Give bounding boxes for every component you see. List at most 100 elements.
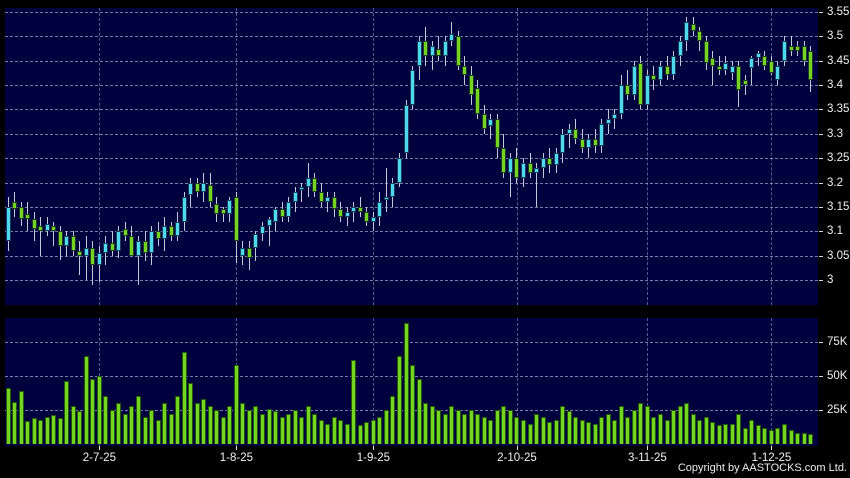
price-tick-label: 3.55 [827, 6, 850, 18]
volume-bar [38, 419, 44, 444]
candle [312, 177, 318, 193]
volume-bar [194, 403, 200, 444]
volume-bar [331, 416, 337, 444]
candle-wick [53, 221, 55, 246]
volume-bar [605, 414, 611, 444]
candle-wick [614, 109, 616, 129]
volume-bar [312, 414, 318, 444]
candle [31, 219, 37, 229]
volume-bar [618, 405, 624, 444]
volume-bar [651, 416, 657, 444]
candle-wick [431, 41, 433, 71]
volume-bar [51, 415, 57, 444]
candle [579, 138, 585, 149]
candle [416, 41, 422, 66]
candle [136, 241, 141, 256]
candle [266, 219, 272, 227]
candle [103, 243, 109, 254]
candle [573, 128, 579, 139]
candle [331, 197, 337, 210]
volume-bar [514, 416, 520, 444]
date-tick-mark [99, 446, 101, 450]
candle [644, 75, 650, 105]
candle [162, 226, 168, 239]
month-gridline [516, 8, 518, 305]
volume-bar [70, 405, 76, 444]
candle-wick [301, 182, 303, 203]
candle [716, 65, 722, 71]
volume-bar [240, 403, 246, 444]
candle [788, 46, 794, 51]
volume-bar [723, 423, 729, 444]
volume-chart-panel[interactable] [5, 318, 818, 446]
price-tick-mark [819, 85, 823, 87]
candle [383, 197, 389, 200]
candle [240, 248, 246, 256]
price-tick-label: 3 [827, 274, 834, 286]
volume-bar [625, 416, 631, 444]
candle [781, 41, 787, 61]
volume-bar [207, 405, 213, 444]
candle [423, 41, 429, 56]
volume-bar [390, 396, 396, 444]
candle [12, 202, 18, 210]
candle [436, 48, 442, 56]
candle-wick [346, 206, 348, 227]
date-label: 2-10-25 [497, 452, 537, 464]
volume-bar [188, 382, 194, 444]
volume-bar [690, 414, 696, 444]
price-tick-mark [819, 133, 823, 135]
volume-bar [664, 419, 670, 444]
candle [253, 233, 259, 249]
candle [246, 248, 252, 259]
volume-bar [57, 418, 63, 444]
price-tick-label: 3.25 [827, 152, 850, 165]
volume-bar [573, 416, 579, 444]
volume-bar [553, 419, 559, 444]
volume-bar [592, 423, 598, 444]
volume-bar [808, 434, 814, 444]
volume-bar [736, 414, 742, 444]
candle [259, 226, 265, 234]
volume-bar [768, 430, 774, 444]
price-chart-panel[interactable] [5, 8, 818, 305]
volume-bar [416, 378, 422, 444]
volume-bar [18, 390, 24, 444]
month-gridline [373, 8, 375, 305]
candle-wick [222, 206, 224, 222]
volume-bar [77, 411, 83, 444]
candle [370, 216, 376, 222]
price-tick-mark [819, 255, 823, 257]
candle [299, 187, 305, 190]
candle-wick [744, 75, 746, 95]
candle [612, 114, 618, 120]
candle [527, 163, 533, 173]
candle-wick [327, 192, 329, 212]
candle [286, 202, 292, 217]
volume-bar [462, 414, 468, 444]
candle [90, 248, 96, 266]
candle [749, 58, 755, 69]
volume-bar [364, 422, 370, 444]
volume-bar [527, 423, 533, 444]
candle-wick [718, 55, 720, 76]
candle [318, 192, 324, 203]
volume-bar [475, 414, 481, 444]
candle [697, 31, 703, 42]
price-tick-mark [819, 158, 823, 160]
volume-bar [455, 410, 461, 444]
volume-tick-label: 75K [827, 336, 848, 348]
candle [227, 199, 233, 215]
month-gridline [771, 8, 773, 305]
candle [64, 236, 70, 246]
candle [397, 158, 402, 183]
price-gridline [5, 109, 818, 111]
volume-bar [749, 419, 755, 444]
candle-wick [40, 216, 42, 256]
volume-bar [631, 410, 637, 444]
month-gridline [373, 318, 375, 446]
volume-bar [90, 378, 96, 444]
volume-bar [286, 414, 292, 444]
price-tick-label: 3.2 [827, 176, 843, 189]
